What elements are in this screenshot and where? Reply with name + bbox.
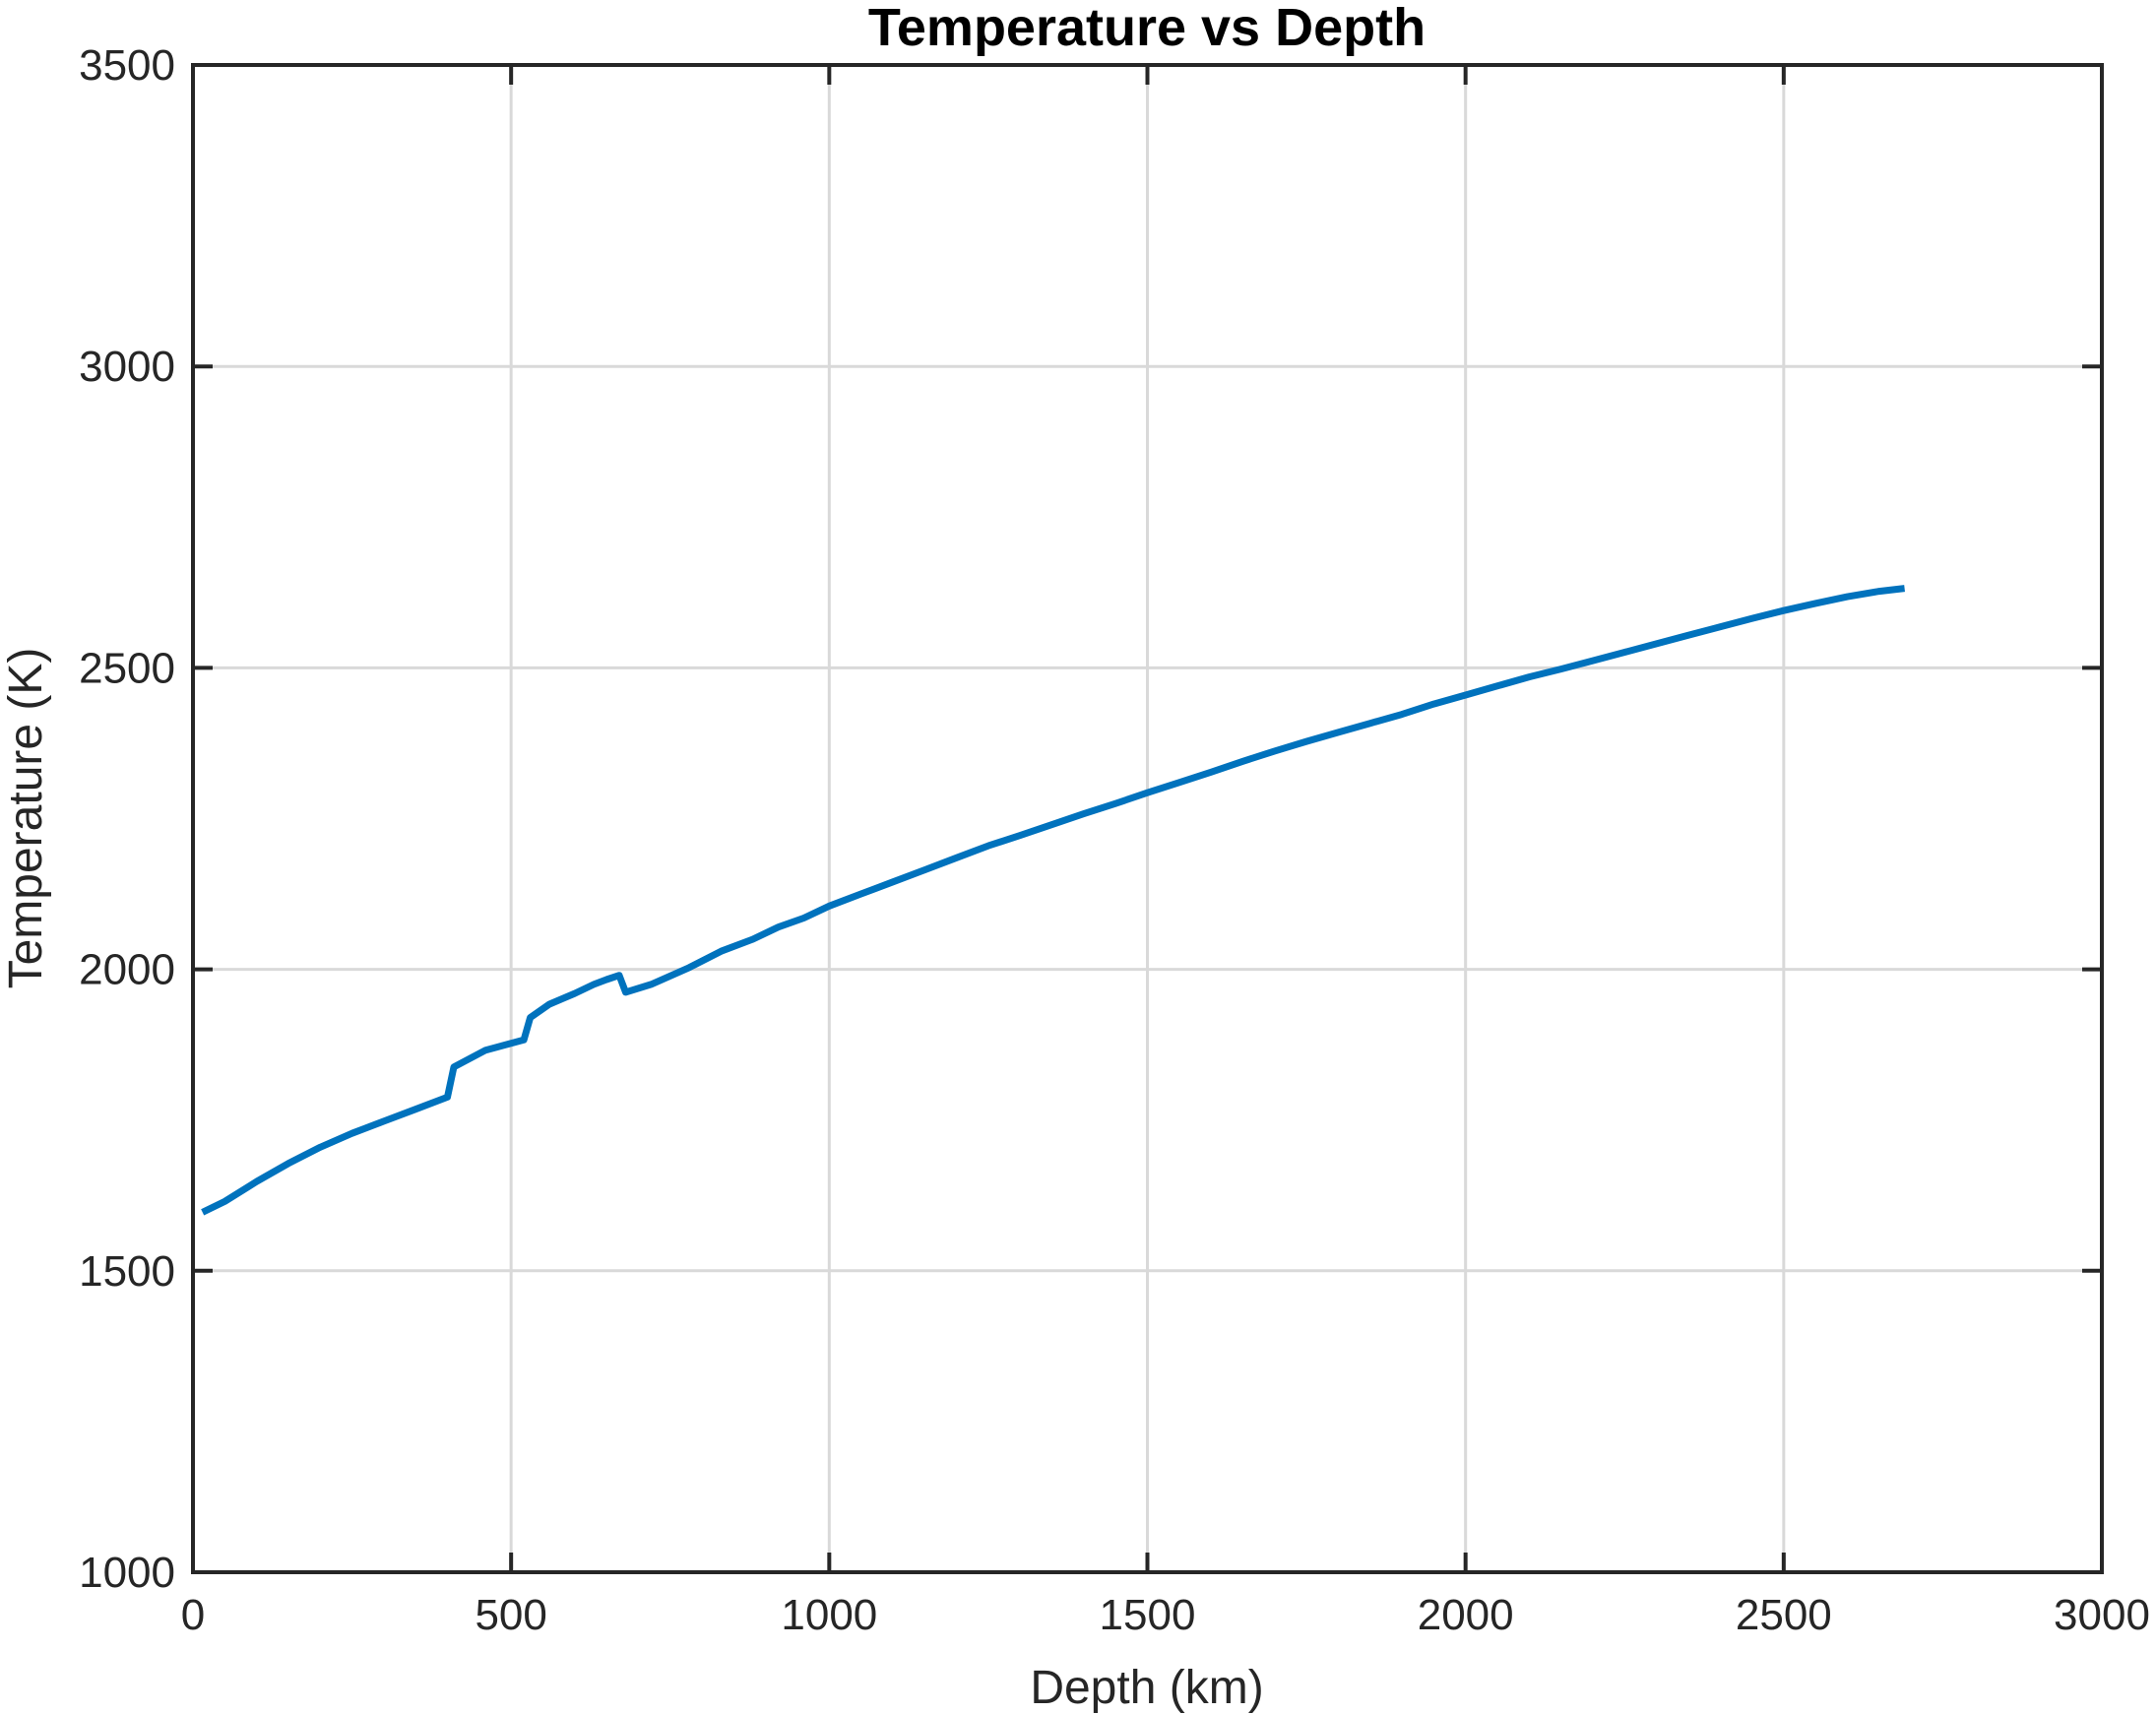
grid: [193, 65, 2102, 1572]
x-tick-label: 500: [475, 1591, 546, 1639]
y-tick-label: 1000: [79, 1549, 175, 1597]
tick-labels: 0 500 1000 1500 2000 2500 3000 1000 1500 2000 2500…: [79, 41, 2150, 1639]
ticks: [191, 63, 2104, 1574]
x-tick-label: 1000: [781, 1591, 877, 1639]
x-tick-label: 0: [181, 1591, 205, 1639]
series-line-0: [201, 585, 1906, 1216]
chart-title: Temperature vs Depth: [868, 0, 1426, 57]
series-layer: [201, 585, 1906, 1216]
x-tick-label: 2000: [1418, 1591, 1514, 1639]
x-axis-label: Depth (km): [1030, 1662, 1263, 1714]
y-axis-label: Temperature (K): [0, 648, 52, 989]
y-tick-label: 3000: [79, 343, 175, 391]
x-tick-label: 1500: [1100, 1591, 1196, 1639]
x-tick-label: 2500: [1736, 1591, 1832, 1639]
y-tick-label: 2000: [79, 946, 175, 994]
y-tick-label: 1500: [79, 1247, 175, 1296]
y-tick-label: 3500: [79, 41, 175, 90]
x-tick-label: 3000: [2054, 1591, 2150, 1639]
y-tick-label: 2500: [79, 644, 175, 692]
